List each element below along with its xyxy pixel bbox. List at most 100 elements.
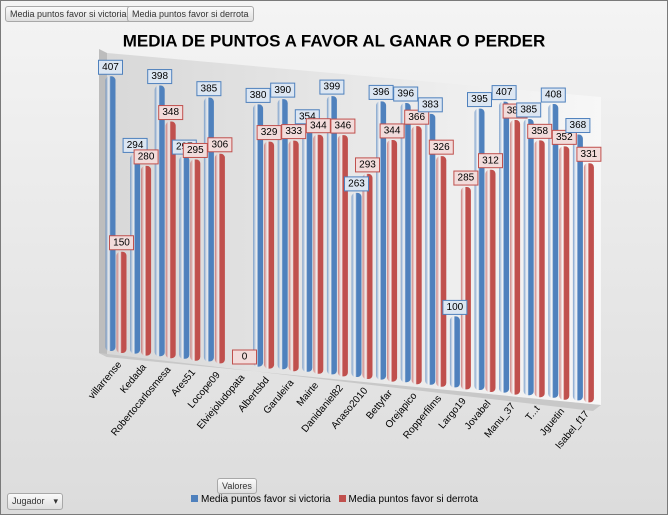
data-label-box <box>330 118 356 134</box>
data-label: 263 <box>348 179 365 190</box>
data-label: 333 <box>285 126 302 137</box>
bar <box>302 125 313 372</box>
data-label: 331 <box>581 149 598 160</box>
data-label-box <box>98 59 123 75</box>
bar <box>510 120 521 395</box>
data-label-box <box>491 85 517 101</box>
data-label: 306 <box>212 139 229 150</box>
legend-item: Media puntos favor si derrota <box>338 494 479 505</box>
bar <box>425 113 436 385</box>
data-label-box <box>565 118 591 134</box>
bar <box>165 121 176 359</box>
data-label-box <box>540 87 566 103</box>
data-label-box <box>527 123 553 139</box>
row-field-label: Jugador <box>12 496 45 506</box>
data-label: 352 <box>556 132 573 143</box>
field-button[interactable]: Media puntos favor si derrota <box>127 6 254 22</box>
bar <box>105 76 116 352</box>
bar <box>141 165 152 356</box>
bar <box>313 134 324 374</box>
data-label: 100 <box>447 302 464 313</box>
legend-swatch <box>191 495 198 502</box>
bar <box>559 146 570 400</box>
floor <box>99 353 601 411</box>
data-label: 385 <box>201 83 218 94</box>
data-label: 346 <box>335 121 352 132</box>
bar <box>499 101 510 393</box>
data-label-box <box>109 235 134 251</box>
legend-label: Media puntos favor si derrota <box>348 494 479 505</box>
bar <box>130 154 141 354</box>
data-label-box <box>344 176 369 192</box>
data-label-box <box>467 92 492 108</box>
bar <box>400 103 411 383</box>
legend: Media puntos favor si victoria Media punt… <box>191 494 478 505</box>
field-button[interactable]: Media puntos favor si victoria <box>5 6 132 22</box>
data-label: 285 <box>458 173 475 184</box>
bar <box>116 251 127 353</box>
bar <box>436 156 447 387</box>
data-label: 384 <box>507 106 524 117</box>
data-label-box <box>256 125 282 141</box>
data-label: 380 <box>250 90 267 101</box>
bar <box>264 141 275 369</box>
data-label: 407 <box>496 87 513 98</box>
data-label: 396 <box>373 87 390 98</box>
data-label-box <box>147 69 173 85</box>
bar <box>362 173 373 379</box>
data-label-box <box>442 299 468 315</box>
data-label: 366 <box>408 112 425 123</box>
bar <box>190 159 201 361</box>
data-label-box <box>319 79 345 95</box>
data-label-box <box>232 349 257 365</box>
data-label-box <box>576 146 602 162</box>
bar <box>523 118 534 396</box>
legend-item: Media puntos favor si victoria <box>191 494 331 505</box>
x-tick-label: Mairte <box>295 380 322 409</box>
data-label-box <box>368 84 394 100</box>
bar <box>534 140 545 398</box>
bar <box>387 139 398 382</box>
bar <box>485 169 496 392</box>
bar <box>154 85 165 357</box>
bar <box>411 126 422 385</box>
data-label: 383 <box>422 99 439 110</box>
row-field-dropdown[interactable]: Jugador ▾ <box>7 493 63 510</box>
data-label-box <box>393 86 419 102</box>
bar <box>460 187 471 390</box>
side-wall <box>99 49 107 357</box>
data-label: 396 <box>397 89 414 100</box>
data-label-box <box>417 97 443 113</box>
data-label: 399 <box>324 82 341 93</box>
values-button[interactable]: Valores <box>217 478 257 494</box>
data-label-box <box>133 149 159 165</box>
data-label: 344 <box>310 120 327 131</box>
data-label-box <box>428 139 454 155</box>
data-label-box <box>516 102 542 118</box>
bar <box>548 104 559 398</box>
bar <box>288 140 299 372</box>
data-label-box <box>478 153 503 169</box>
data-label: 294 <box>127 140 144 151</box>
chart-title: MEDIA DE PUNTOS A FAVOR AL GANAR O PERDE… <box>123 31 546 50</box>
data-label: 398 <box>151 71 168 82</box>
bar <box>277 99 288 370</box>
data-label: 358 <box>531 126 548 137</box>
data-label: 293 <box>359 160 376 171</box>
data-label-box <box>379 123 405 139</box>
data-label: 0 <box>242 352 248 363</box>
bar <box>203 97 214 362</box>
bar <box>214 153 225 364</box>
data-label: 312 <box>482 155 499 166</box>
data-label: 354 <box>299 111 316 122</box>
data-label: 348 <box>162 107 179 118</box>
data-label-box <box>196 81 222 97</box>
data-label: 326 <box>433 142 450 153</box>
bar <box>449 316 460 388</box>
data-label: 368 <box>570 120 587 131</box>
bar <box>376 101 387 380</box>
bar <box>337 135 348 377</box>
data-label: 390 <box>274 85 291 96</box>
bar <box>179 156 190 359</box>
